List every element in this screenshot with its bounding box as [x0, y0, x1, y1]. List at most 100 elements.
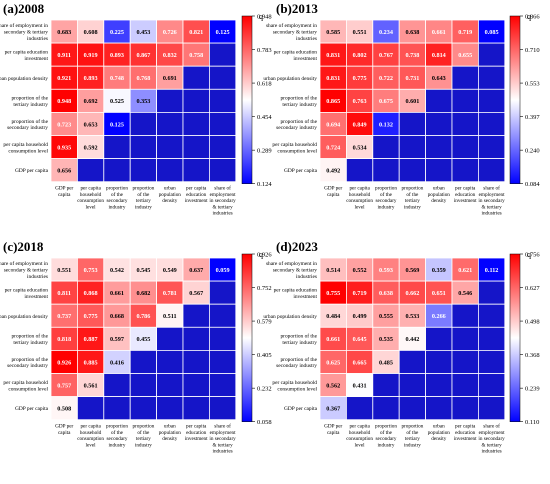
cell-value-label: 0.416 — [110, 359, 124, 366]
cell-value-label: 0.125 — [110, 121, 124, 128]
cell-value-label: 0.638 — [379, 290, 393, 297]
cell-value-label: 0.534 — [353, 144, 367, 151]
heatmap-cell-empty — [425, 396, 453, 421]
heatmap-cell-empty — [425, 158, 453, 183]
cell-value-label: 0.643 — [432, 75, 446, 82]
cell-value-label: 0.234 — [379, 29, 393, 36]
cell-value-label: 0.755 — [326, 290, 340, 297]
column-label: GDP per capita — [324, 424, 342, 436]
cell-value-label: 0.748 — [110, 75, 124, 82]
cell-value-label: 0.552 — [353, 267, 367, 274]
heatmap-cell-empty — [156, 326, 184, 351]
row-label: proportion of the tertiary industry — [11, 95, 48, 108]
panel-title: (d)2023 — [276, 239, 318, 254]
heatmap-cell-empty — [156, 349, 184, 374]
row-label: share of employment in secondary & tertia… — [0, 22, 48, 42]
colorbar-tick-label: 0.783 — [257, 47, 272, 54]
heatmap-cell-empty — [208, 373, 237, 398]
colorbar-tick-label: 0.618 — [257, 81, 272, 88]
row-label: GDP per capita — [15, 168, 49, 174]
cell-value-label: 0.546 — [458, 290, 472, 297]
colorbar — [241, 15, 253, 184]
cell-value-label: 0.893 — [84, 75, 98, 82]
column-label: proportion of the tertiary industry — [401, 186, 423, 211]
cell-value-label: 0.112 — [485, 267, 499, 274]
column-label: urban population density — [159, 186, 182, 204]
heatmap-cell-empty — [182, 349, 210, 374]
heatmap-cell-empty — [129, 373, 157, 398]
heatmap-cell-empty — [182, 65, 210, 90]
heatmap-cell-empty — [398, 349, 427, 374]
heatmap-cell-empty — [372, 135, 400, 160]
cell-value-label: 0.593 — [379, 267, 393, 274]
cell-value-label: 0.849 — [353, 121, 367, 128]
column-label: proportion of the secondary industry — [375, 424, 397, 449]
heatmap-cell-empty — [182, 326, 210, 351]
heatmap-cell-empty — [425, 88, 453, 113]
heatmap-cell-empty — [156, 135, 184, 160]
cell-value-label: 0.561 — [84, 382, 98, 389]
heatmap-cell-empty — [398, 373, 427, 398]
cell-value-label: 0.059 — [216, 267, 230, 274]
column-label: per capita household consumption level — [346, 424, 373, 449]
heatmap-cell-empty — [398, 396, 427, 421]
heatmap-cell-empty — [208, 280, 237, 305]
cell-value-label: 0.867 — [136, 52, 150, 59]
heatmap-cell-empty — [182, 158, 210, 183]
colorbar — [509, 15, 521, 184]
cell-value-label: 0.719 — [353, 290, 367, 297]
cell-value-label: 0.775 — [84, 313, 98, 320]
column-label: proportion of the tertiary industry — [132, 186, 154, 211]
column-label: GDP per capita — [55, 424, 73, 436]
colorbar-tick-label: 0.058 — [257, 419, 272, 426]
row-label: proportion of the secondary industry — [276, 118, 317, 131]
cell-value-label: 0.551 — [353, 29, 367, 36]
cell-value-label: 0.893 — [110, 52, 124, 59]
cell-value-label: 0.542 — [110, 267, 124, 274]
heatmap-cell-empty — [77, 396, 105, 421]
column-label: urban population density — [159, 424, 182, 442]
cell-value-label: 0.719 — [458, 29, 472, 36]
colorbar-label: q — [259, 12, 263, 21]
heatmap-cell-empty — [477, 280, 506, 305]
cell-value-label: 0.763 — [353, 98, 367, 105]
row-label: urban population density — [263, 76, 317, 82]
heatmap-cell-empty — [372, 158, 400, 183]
cell-value-label: 0.549 — [163, 267, 177, 274]
cell-value-label: 0.682 — [136, 290, 150, 297]
column-label: proportion of the tertiary industry — [401, 424, 423, 449]
row-label: GDP per capita — [284, 406, 318, 412]
heatmap-cell-empty — [208, 65, 237, 90]
row-label: proportion of the tertiary industry — [280, 333, 317, 346]
cell-value-label: 0.781 — [163, 290, 177, 297]
heatmap-cell-empty — [103, 396, 131, 421]
heatmap-cell-empty — [451, 88, 479, 113]
colorbar-tick-label: 0.498 — [525, 319, 540, 326]
cell-value-label: 0.651 — [432, 290, 446, 297]
heatmap-cell-empty — [425, 135, 453, 160]
cell-value-label: 0.786 — [136, 313, 150, 320]
cell-value-label: 0.802 — [353, 52, 367, 59]
row-label: urban population density — [0, 76, 48, 82]
heatmap-cell-empty — [477, 112, 506, 136]
heatmap-cell-empty — [425, 112, 453, 136]
cell-value-label: 0.431 — [353, 382, 367, 389]
cell-value-label: 0.661 — [110, 290, 124, 297]
row-label: per capita household consumption level — [272, 142, 317, 154]
colorbar-tick-label: 0.948 — [257, 14, 272, 21]
cell-value-label: 0.832 — [163, 52, 177, 59]
heatmap-cell-empty — [208, 42, 237, 67]
colorbar-tick-label: 0.110 — [525, 419, 539, 426]
cell-value-label: 0.608 — [84, 29, 98, 36]
cell-value-label: 0.511 — [163, 313, 177, 320]
column-label: per capita household consumption level — [77, 424, 104, 449]
row-label: share of employment in secondary & tertia… — [0, 260, 48, 280]
heatmap-cell-empty — [208, 349, 237, 374]
heatmap-panel-1: (a)2008 0.683 0.608 0.225 0.453 0.726 0.821 0.1… — [0, 1, 272, 217]
cell-value-label: 0.692 — [84, 98, 98, 105]
column-label: per capita household consumption level — [77, 186, 104, 211]
heatmap-cell-empty — [451, 135, 479, 160]
cell-value-label: 0.661 — [432, 29, 446, 36]
colorbar-tick-label: 0.866 — [525, 14, 540, 21]
heatmap-cell-empty — [451, 158, 479, 183]
